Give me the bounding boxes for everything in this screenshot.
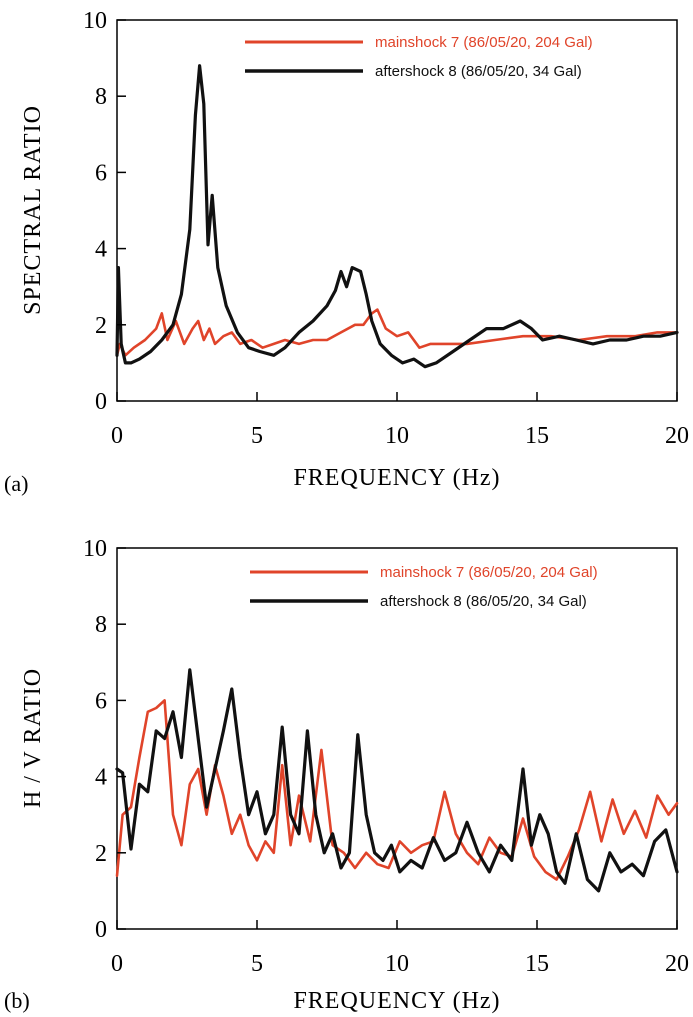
y-tick-label-a-4: 8 [95,84,107,110]
panel-label-b: (b) [4,988,30,1013]
legend-label-b-0: mainshock 7 (86/05/20, 204 Gal) [380,564,598,581]
y-tick-label-b-4: 8 [95,612,107,638]
x-axis-title-a: FREQUENCY (Hz) [293,465,500,491]
x-tick-label-a-4: 20 [665,423,689,449]
x-tick-label-a-3: 15 [525,423,549,449]
y-axis-title-b: H / V RATIO [20,668,46,808]
x-axis-title-b: FREQUENCY (Hz) [293,988,500,1014]
x-tick-label-b-1: 5 [251,951,263,977]
series-line-a-aftershock [115,64,679,369]
series-layer-a [115,64,679,369]
y-tick-label-b-1: 2 [95,841,107,867]
legend-label-b-1: aftershock 8 (86/05/20, 34 Gal) [380,593,587,610]
y-tick-label-a-3: 6 [95,160,107,186]
y-tick-label-b-2: 4 [95,765,107,791]
legend-b: mainshock 7 (86/05/20, 204 Gal) aftershoc… [250,564,598,610]
y-tick-label-b-3: 6 [95,688,107,714]
x-tick-label-b-3: 15 [525,951,549,977]
y-tick-label-b-0: 0 [95,917,107,943]
series-line-a-mainshock [115,308,679,357]
series-line-b-mainshock [115,699,679,881]
y-tick-label-a-2: 4 [95,237,107,263]
y-axis-title-a: SPECTRAL RATIO [20,105,46,315]
ticks-layer-b: 0 2 4 6 8 10 0 5 10 15 20 [83,536,689,977]
y-tick-label-a-1: 2 [95,313,107,339]
x-tick-label-b-2: 10 [385,951,409,977]
panel-a: 0 2 4 6 8 10 0 5 10 15 20 mainshock 7 (86/05/20, 2… [4,8,689,496]
panel-b: 0 2 4 6 8 10 0 5 10 15 20 mainshock 7 (86/05/20, 2… [4,536,689,1014]
panel-label-a: (a) [4,471,28,496]
x-tick-label-a-2: 10 [385,423,409,449]
legend-label-a-1: aftershock 8 (86/05/20, 34 Gal) [375,63,582,80]
x-tick-label-a-0: 0 [111,423,123,449]
y-tick-label-a-5: 10 [83,8,107,34]
x-tick-label-b-0: 0 [111,951,123,977]
series-layer-b [115,668,679,893]
y-tick-label-b-5: 10 [83,536,107,562]
x-tick-label-a-1: 5 [251,423,263,449]
x-tick-label-b-4: 20 [665,951,689,977]
ticks-layer-a: 0 2 4 6 8 10 0 5 10 15 20 [83,8,689,449]
legend-a: mainshock 7 (86/05/20, 204 Gal) aftershoc… [245,34,593,80]
legend-label-a-0: mainshock 7 (86/05/20, 204 Gal) [375,34,593,51]
y-tick-label-a-0: 0 [95,389,107,415]
series-line-b-aftershock [115,668,679,893]
